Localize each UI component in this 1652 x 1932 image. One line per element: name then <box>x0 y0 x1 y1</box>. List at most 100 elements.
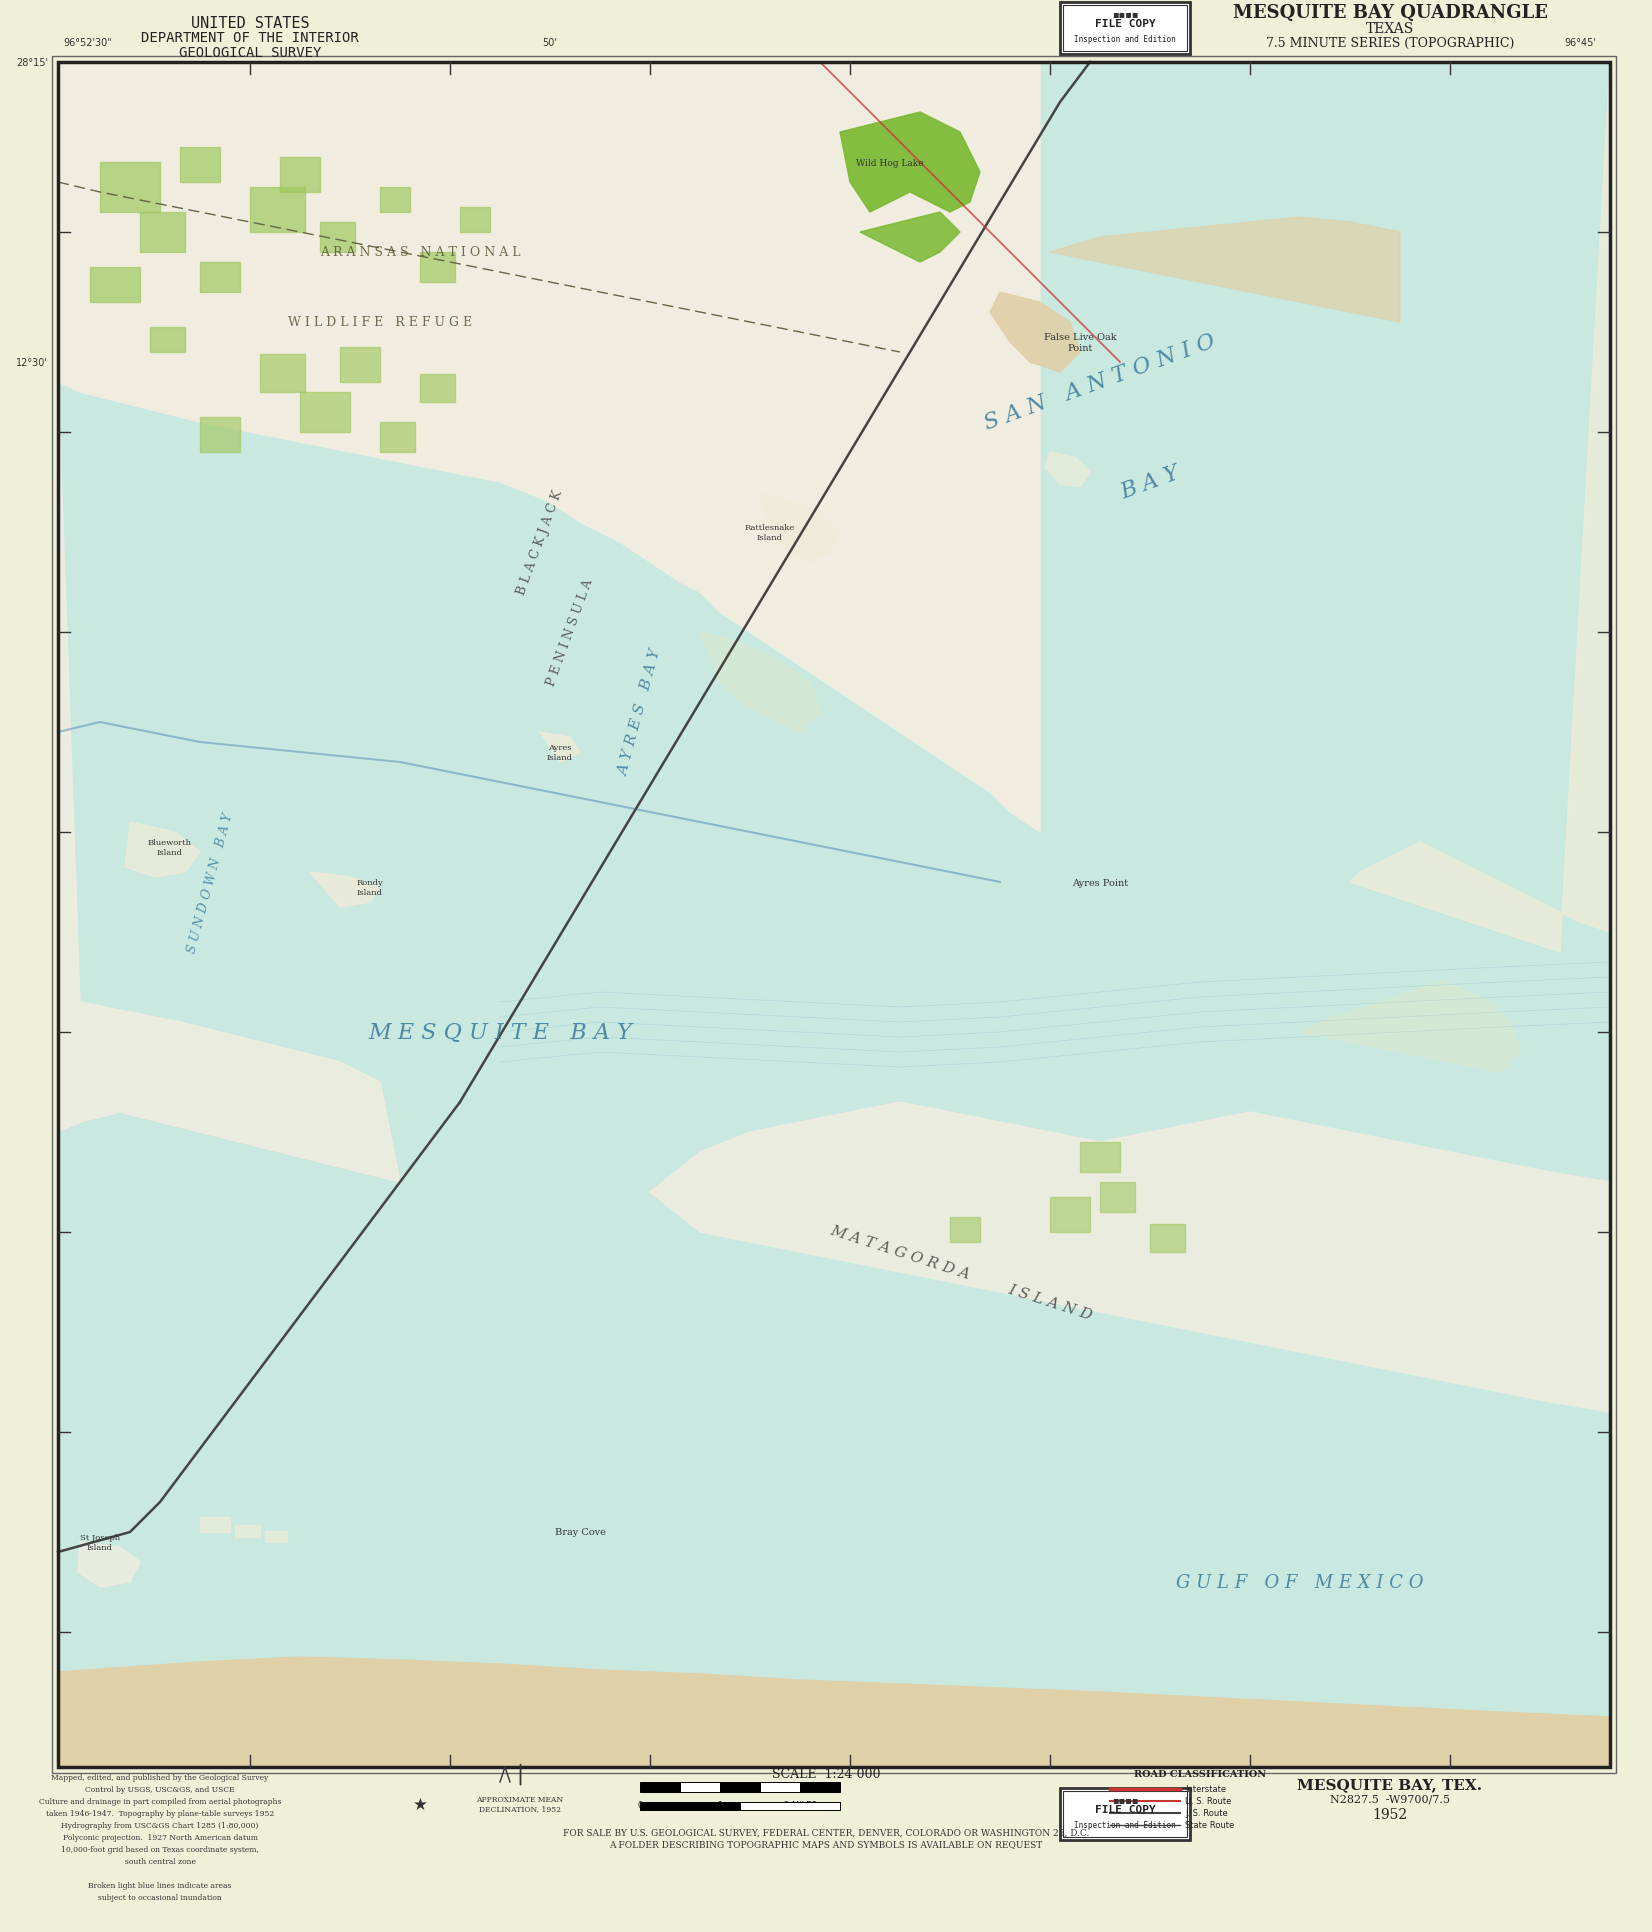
Polygon shape <box>58 383 400 1182</box>
Text: FILE COPY: FILE COPY <box>1095 19 1155 29</box>
Text: subject to occasional inundation: subject to occasional inundation <box>97 1893 221 1901</box>
Text: ▪▪▪▪: ▪▪▪▪ <box>1112 1795 1138 1804</box>
Bar <box>51 56 1616 1774</box>
Text: Interstate: Interstate <box>1184 1785 1226 1793</box>
Text: Broken light blue lines indicate areas: Broken light blue lines indicate areas <box>88 1882 231 1889</box>
Text: Rattlesnake
Island: Rattlesnake Island <box>745 524 795 541</box>
Text: Mapped, edited, and published by the Geological Survey: Mapped, edited, and published by the Geo… <box>51 1774 269 1781</box>
Text: GEOLOGICAL SURVEY: GEOLOGICAL SURVEY <box>178 46 320 60</box>
Bar <box>1062 6 1188 52</box>
Text: Hydrography from USC&GS Chart 1285 (1:80,000): Hydrography from USC&GS Chart 1285 (1:80… <box>61 1822 259 1830</box>
Bar <box>259 355 306 392</box>
Bar <box>760 1781 800 1793</box>
Text: 96°52'30": 96°52'30" <box>64 39 112 48</box>
Text: south central zone: south central zone <box>124 1857 195 1864</box>
Text: S A N   A N T O N I O: S A N A N T O N I O <box>981 330 1219 435</box>
Bar <box>1080 1142 1120 1173</box>
Polygon shape <box>311 873 380 908</box>
Bar <box>235 1524 259 1538</box>
Text: N2827.5  -W9700/7.5: N2827.5 -W9700/7.5 <box>1330 1795 1450 1804</box>
Text: FOR SALE BY U.S. GEOLOGICAL SURVEY, FEDERAL CENTER, DENVER, COLORADO OR WASHINGT: FOR SALE BY U.S. GEOLOGICAL SURVEY, FEDE… <box>563 1828 1089 1837</box>
Text: Wild Hog Lake: Wild Hog Lake <box>856 158 923 168</box>
Text: W I L D L I F E   R E F U G E: W I L D L I F E R E F U G E <box>287 317 472 328</box>
Text: S U N D O W N   B A Y: S U N D O W N B A Y <box>185 811 235 954</box>
Bar <box>200 417 240 452</box>
Bar <box>639 1803 839 1810</box>
Text: Ayres Point: Ayres Point <box>1072 877 1128 887</box>
Bar <box>639 1781 681 1793</box>
Text: SCALE  1:24 000: SCALE 1:24 000 <box>771 1768 881 1781</box>
Polygon shape <box>809 64 1029 133</box>
Text: 47'30": 47'30" <box>1074 39 1105 48</box>
Polygon shape <box>58 64 1041 833</box>
Bar <box>800 1781 839 1793</box>
Text: taken 1946-1947.  Topography by plane-table surveys 1952: taken 1946-1947. Topography by plane-tab… <box>46 1808 274 1818</box>
Text: 0: 0 <box>638 1801 643 1808</box>
Bar <box>249 187 306 234</box>
Text: M E S Q U I T E   B A Y: M E S Q U I T E B A Y <box>368 1022 633 1043</box>
Text: MESQUITE BAY, TEX.: MESQUITE BAY, TEX. <box>1297 1777 1482 1791</box>
Bar <box>740 1803 839 1810</box>
Text: St Joseph
Island: St Joseph Island <box>79 1534 121 1551</box>
Polygon shape <box>540 732 580 763</box>
Bar <box>1061 4 1189 54</box>
Text: J. S. Route: J. S. Route <box>1184 1808 1227 1818</box>
Bar <box>101 162 160 213</box>
Text: 96°45': 96°45' <box>1564 39 1596 48</box>
Bar <box>279 158 320 193</box>
Text: A Y R E S   B A Y: A Y R E S B A Y <box>616 647 664 777</box>
Bar <box>180 149 220 184</box>
Bar <box>58 64 1611 1768</box>
Bar <box>380 187 410 213</box>
Text: 1: 1 <box>717 1801 722 1808</box>
Text: APPROXIMATE MEAN
DECLINATION, 1952: APPROXIMATE MEAN DECLINATION, 1952 <box>476 1795 563 1812</box>
Text: A R A N S A S   N A T I O N A L: A R A N S A S N A T I O N A L <box>320 247 520 259</box>
Text: Polyconic projection.  1927 North American datum: Polyconic projection. 1927 North America… <box>63 1833 258 1841</box>
Text: A FOLDER DESCRIBING TOPOGRAPHIC MAPS AND SYMBOLS IS AVAILABLE ON REQUEST: A FOLDER DESCRIBING TOPOGRAPHIC MAPS AND… <box>610 1839 1042 1849</box>
Polygon shape <box>1051 218 1399 323</box>
Text: 2 MILES: 2 MILES <box>783 1801 816 1808</box>
Text: 1952: 1952 <box>1373 1806 1408 1822</box>
Bar <box>681 1781 720 1793</box>
Text: State Route: State Route <box>1184 1820 1234 1830</box>
Text: DEPARTMENT OF THE INTERIOR: DEPARTMENT OF THE INTERIOR <box>140 31 358 44</box>
Text: 28°15': 28°15' <box>17 58 48 68</box>
Bar <box>459 209 491 234</box>
Text: 7.5 MINUTE SERIES (TOPOGRAPHIC): 7.5 MINUTE SERIES (TOPOGRAPHIC) <box>1265 37 1515 50</box>
Text: Blueworth
Island: Blueworth Island <box>149 838 192 856</box>
Bar <box>1150 1225 1184 1252</box>
Text: ▪▪▪▪: ▪▪▪▪ <box>1112 10 1138 19</box>
Text: 10,000-foot grid based on Texas coordinate system,: 10,000-foot grid based on Texas coordina… <box>61 1845 259 1853</box>
Text: TEXAS: TEXAS <box>1366 21 1414 37</box>
Polygon shape <box>126 823 200 877</box>
Text: MESQUITE BAY QUADRANGLE: MESQUITE BAY QUADRANGLE <box>1232 4 1548 21</box>
Text: G U L F   O F   M E X I C O: G U L F O F M E X I C O <box>1176 1573 1424 1592</box>
Text: Rondy
Island: Rondy Island <box>357 879 383 896</box>
Text: UNITED STATES: UNITED STATES <box>190 15 309 31</box>
Polygon shape <box>78 1542 140 1588</box>
Polygon shape <box>861 213 960 263</box>
Text: U. S. Route: U. S. Route <box>1184 1797 1231 1806</box>
Polygon shape <box>1350 64 1611 952</box>
Bar <box>420 253 454 282</box>
Text: FILE COPY: FILE COPY <box>1095 1804 1155 1814</box>
Text: Culture and drainage in part compiled from aerial photographs: Culture and drainage in part compiled fr… <box>38 1797 281 1804</box>
Text: ROAD CLASSIFICATION: ROAD CLASSIFICATION <box>1133 1770 1265 1779</box>
Text: Bray Cove: Bray Cove <box>555 1528 605 1536</box>
Polygon shape <box>990 294 1080 373</box>
Bar <box>1051 1198 1090 1233</box>
Text: I S L A N D: I S L A N D <box>1006 1283 1094 1323</box>
Bar <box>89 269 140 303</box>
Bar <box>420 375 454 402</box>
Text: ★: ★ <box>413 1795 428 1812</box>
Polygon shape <box>700 632 819 732</box>
Polygon shape <box>58 1658 1611 1768</box>
Bar <box>380 423 415 452</box>
Bar <box>340 348 380 383</box>
Text: False Live Oak
Point: False Live Oak Point <box>1044 332 1117 352</box>
Bar <box>1100 1182 1135 1213</box>
Polygon shape <box>760 493 839 562</box>
Text: M A T A G O R D A: M A T A G O R D A <box>828 1223 971 1281</box>
Text: Inspection and Edition: Inspection and Edition <box>1074 35 1176 44</box>
Bar <box>1061 1789 1189 1839</box>
